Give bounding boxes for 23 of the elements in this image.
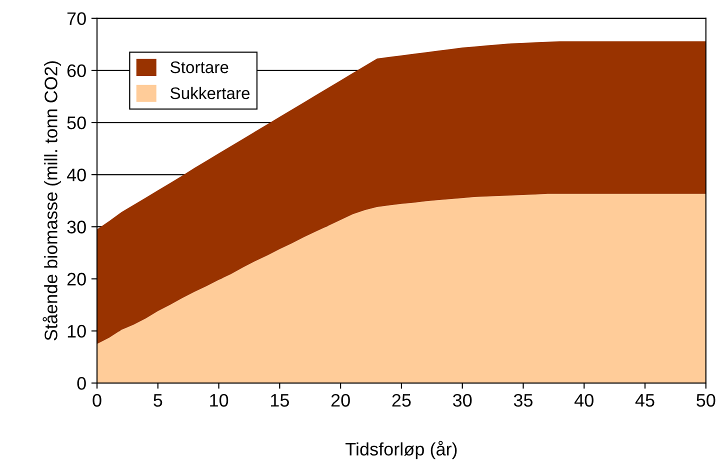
x-tick-label: 0 bbox=[92, 394, 102, 407]
x-tick-label: 20 bbox=[331, 394, 350, 407]
y-tick-label: 40 bbox=[66, 168, 86, 182]
y-tick-label: 30 bbox=[67, 220, 86, 234]
y-tick-label: 0 bbox=[77, 376, 86, 390]
x-tick-label: 30 bbox=[452, 394, 472, 407]
x-tick-label: 40 bbox=[574, 394, 594, 407]
y-tick-label: 70 bbox=[67, 12, 86, 26]
y-tick-label: 10 bbox=[68, 324, 86, 338]
y-axis-title: Stående biomasse (mill. tonn CO2) bbox=[42, 61, 61, 340]
x-tick-label: 50 bbox=[696, 394, 716, 407]
x-tick-label: 25 bbox=[392, 394, 411, 407]
x-tick-label: 10 bbox=[210, 394, 228, 407]
legend-label: Sukkertare bbox=[170, 86, 250, 100]
x-tick-label: 15 bbox=[271, 394, 289, 407]
y-tick-label: 50 bbox=[67, 116, 86, 130]
x-axis-title: Tidsforløp (år) bbox=[346, 440, 457, 460]
y-tick-label: 20 bbox=[67, 272, 86, 286]
x-tick-label: 5 bbox=[154, 394, 162, 407]
legend-label: Stortare bbox=[170, 61, 228, 74]
x-tick-label: 35 bbox=[514, 394, 533, 407]
x-tick-label: 45 bbox=[635, 394, 654, 407]
y-tick-label: 60 bbox=[67, 64, 86, 78]
